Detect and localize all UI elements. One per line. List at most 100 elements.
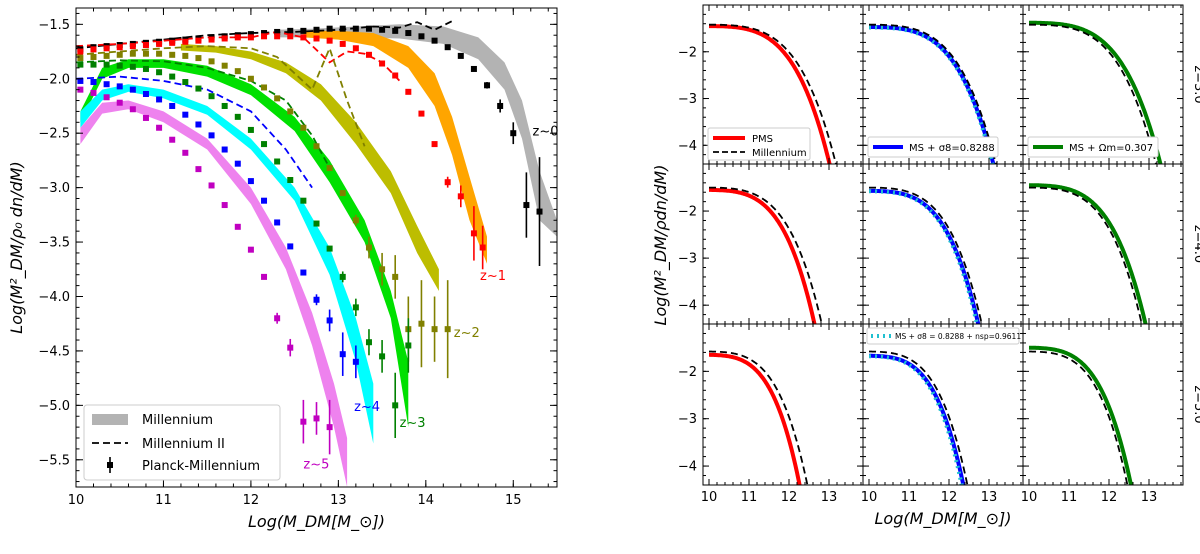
- point-z5: [274, 315, 281, 322]
- point-z2: [90, 53, 97, 60]
- point-z3: [169, 73, 176, 80]
- legend: Millennium Millennium II Planck-Millennium: [83, 404, 281, 481]
- point-z3: [405, 342, 412, 349]
- dashed-z4: [75, 75, 313, 189]
- legend-box: [83, 404, 281, 481]
- point-z5: [142, 114, 149, 121]
- y-tick-label: −3: [678, 252, 697, 267]
- curve-millennium: [869, 186, 983, 324]
- point-z4: [287, 243, 294, 250]
- point-z2: [77, 55, 84, 62]
- y-tick-label: −3.5: [38, 236, 70, 251]
- legend-ms-omegam: MS + Ωm=0.307: [1027, 136, 1159, 158]
- point-z2: [142, 50, 149, 57]
- point-z1: [129, 43, 136, 50]
- point-z3: [129, 63, 136, 70]
- point-z3: [116, 62, 123, 69]
- subpanel-r2-c0: 10 11 12 13 −2 −3 −4: [678, 323, 864, 505]
- legend-ms-sigma8: MS + σ8=0.8288: [867, 136, 999, 158]
- point-z5: [300, 418, 307, 425]
- point-z2: [116, 51, 123, 58]
- point-z3: [392, 402, 399, 409]
- series-label-z2: z~2: [454, 326, 480, 341]
- point-z5: [182, 149, 189, 156]
- dashed-z3: [75, 59, 331, 169]
- legend-box: [866, 327, 1020, 345]
- point-z2: [392, 273, 399, 280]
- point-z3: [90, 61, 97, 68]
- point-z1: [261, 33, 268, 40]
- point-z1: [444, 179, 451, 186]
- point-z3: [339, 273, 346, 280]
- subpanel-frame: [1022, 163, 1184, 325]
- legend-label-ms-nsp: MS + σ8 = 0.8288 + nsp=0.9611: [895, 332, 1021, 341]
- legend-swatch-millennium: [92, 414, 128, 425]
- y-tick-label: −5.5: [38, 453, 70, 468]
- point-z5: [129, 106, 136, 113]
- y-axis-title: Log(M²_DM/ρ₀ dn/dM): [7, 161, 27, 333]
- point-z5: [208, 182, 215, 189]
- y-tick-label: −2: [678, 45, 697, 60]
- point-z3: [352, 304, 359, 311]
- point-z2: [234, 68, 241, 75]
- point-z4: [156, 96, 163, 103]
- point-z0: [536, 208, 543, 215]
- y-tick-label: −2.0: [38, 72, 70, 87]
- point-z4: [234, 160, 241, 167]
- x-tick-label: 11: [741, 490, 758, 505]
- point-z1: [195, 37, 202, 44]
- x-tick-label: 10: [1021, 490, 1038, 505]
- point-z2: [208, 58, 215, 65]
- legend-pms: PMS Millennium: [707, 127, 811, 161]
- x-tick-label: 10: [861, 490, 878, 505]
- point-z3: [274, 158, 281, 165]
- point-z2: [182, 52, 189, 59]
- band-z2: [180, 43, 439, 292]
- point-z2: [156, 50, 163, 57]
- x-tick-label: 10: [701, 490, 718, 505]
- point-z0: [405, 30, 412, 37]
- point-z1: [169, 39, 176, 46]
- point-z0: [261, 30, 268, 37]
- point-z1: [300, 34, 307, 41]
- x-tick-label: 12: [1101, 490, 1118, 505]
- x-tick-label: 13: [330, 493, 347, 508]
- curve-ms-omegam: [1029, 20, 1163, 164]
- point-z0: [379, 26, 386, 33]
- legend-ms-nsp: MS + σ8 = 0.8288 + nsp=0.9611: [866, 327, 1021, 345]
- y-tick-label: −4.5: [38, 344, 70, 359]
- legend-label-ms-sigma8: MS + σ8=0.8288: [909, 143, 995, 154]
- point-z1: [77, 48, 84, 55]
- x-tick-label: 13: [981, 490, 998, 505]
- point-z2: [261, 84, 268, 91]
- point-z3: [156, 69, 163, 76]
- point-z1: [103, 45, 110, 52]
- point-z4: [313, 296, 320, 303]
- subpanel-frame: [702, 323, 864, 486]
- row-label-z: z=3.0: [1191, 65, 1200, 103]
- point-z1: [352, 45, 359, 52]
- legend-label-millennium-ii: Millennium II: [142, 437, 225, 452]
- point-z5: [103, 94, 110, 101]
- x-tick-label: 12: [781, 490, 798, 505]
- point-z4: [261, 197, 268, 204]
- point-z2: [221, 62, 228, 69]
- point-z0: [365, 25, 372, 32]
- point-z1: [379, 60, 386, 67]
- curve-millennium: [709, 186, 823, 324]
- legend-swatch-planck: [107, 462, 113, 468]
- point-z0: [274, 28, 281, 35]
- point-z5: [287, 344, 294, 351]
- point-z2: [313, 143, 320, 150]
- curve-millennium: [1029, 23, 1157, 164]
- curve-millennium: [869, 23, 997, 164]
- y-tick-label: −2: [678, 365, 697, 380]
- point-z0: [444, 44, 451, 51]
- curve-ms-sigma8-nsp: [869, 189, 980, 324]
- x-tick-label: 11: [1061, 490, 1078, 505]
- point-z2: [129, 50, 136, 57]
- point-z1: [470, 230, 477, 237]
- point-z3: [379, 353, 386, 360]
- subpanel-frame: [702, 163, 864, 325]
